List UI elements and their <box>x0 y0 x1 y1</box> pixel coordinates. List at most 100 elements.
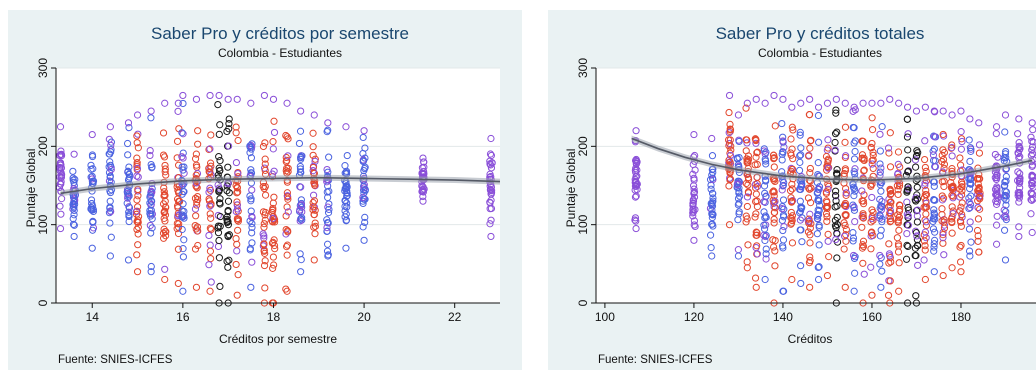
scatter-point <box>902 255 911 263</box>
scatter-point <box>949 183 957 192</box>
scatter-point <box>160 153 169 161</box>
scatter-point <box>930 210 939 218</box>
scatter-point <box>814 111 823 120</box>
scatter-point <box>359 193 367 202</box>
scatter-point <box>858 154 866 163</box>
scatter-point <box>930 195 938 204</box>
scatter-point <box>886 185 894 193</box>
scatter-point <box>930 206 938 214</box>
scatter-point <box>966 115 974 123</box>
scatter-point <box>323 223 331 232</box>
scatter-point <box>233 198 241 206</box>
scatter-point <box>966 218 974 226</box>
scatter-point <box>770 192 778 200</box>
scatter-point <box>770 243 778 251</box>
scatter-point <box>859 99 867 107</box>
scatter-point <box>160 208 168 216</box>
scatter-point <box>125 217 133 226</box>
scatter-point <box>850 254 859 263</box>
scatter-point <box>180 188 188 196</box>
scatter-point <box>753 182 762 191</box>
scatter-point <box>904 203 912 212</box>
scatter-point <box>878 123 886 131</box>
scatter-point <box>134 130 142 138</box>
scatter-point <box>734 252 743 260</box>
scatter-point <box>938 196 947 204</box>
scatter-point <box>342 184 350 193</box>
scatter-point <box>761 155 769 163</box>
scatter-point <box>259 230 267 238</box>
scatter-point <box>814 211 823 219</box>
scatter-point <box>841 199 849 208</box>
scatter-point <box>146 209 154 218</box>
x-axis-label: Créditos <box>788 332 833 346</box>
scatter-point <box>957 128 965 136</box>
scatter-point <box>752 153 760 161</box>
scatter-point <box>770 208 779 217</box>
scatter-point <box>161 265 169 273</box>
scatter-point <box>867 263 875 271</box>
scatter-point <box>207 214 215 222</box>
scatter-point <box>162 228 170 236</box>
scatter-point <box>743 139 751 147</box>
scatter-point <box>771 197 779 205</box>
scatter-point <box>725 182 733 190</box>
scatter-point <box>247 154 256 162</box>
scatter-point <box>248 140 256 148</box>
scatter-point <box>921 163 929 172</box>
scatter-point <box>89 165 97 173</box>
scatter-point <box>179 287 187 295</box>
scatter-point <box>734 201 742 209</box>
scatter-point <box>1015 175 1024 183</box>
scatter-point <box>224 207 232 216</box>
scatter-point <box>815 221 823 230</box>
scatter-point <box>743 215 751 223</box>
scatter-point <box>178 213 187 221</box>
scatter-point <box>132 208 140 216</box>
scatter-point <box>207 131 215 139</box>
scatter-point <box>631 175 639 184</box>
scatter-point <box>868 291 876 299</box>
scatter-point <box>966 203 974 212</box>
scatter-point <box>967 147 975 155</box>
scatter-point <box>690 176 698 184</box>
scatter-point <box>930 133 939 141</box>
scatter-point <box>849 237 857 245</box>
scatter-point <box>956 185 964 193</box>
scatter-point <box>216 212 224 221</box>
scatter-point <box>930 182 938 190</box>
scatter-point <box>160 188 168 196</box>
scatter-point <box>284 208 292 216</box>
scatter-point <box>191 155 200 163</box>
scatter-point <box>886 206 894 215</box>
scatter-point <box>690 130 698 139</box>
scatter-point <box>284 195 292 203</box>
scatter-point <box>180 236 188 244</box>
scatter-point <box>179 91 187 100</box>
scatter-point <box>260 247 268 255</box>
scatter-point <box>324 119 332 127</box>
scatter-point <box>248 258 256 266</box>
scatter-point <box>760 145 768 153</box>
scatter-point <box>261 257 269 265</box>
scatter-point <box>261 139 269 147</box>
scatter-point <box>806 210 814 218</box>
scatter-point <box>868 126 877 134</box>
scatter-point <box>912 194 920 202</box>
scatter-point <box>948 111 956 119</box>
scatter-point <box>991 174 999 182</box>
scatter-point <box>976 189 984 197</box>
scatter-point <box>70 232 78 241</box>
scatter-point <box>895 201 904 209</box>
scatter-point <box>133 160 141 169</box>
scatter-point <box>832 235 840 244</box>
scatter-point <box>914 149 922 157</box>
scatter-point <box>88 177 97 186</box>
scatter-point <box>831 146 839 154</box>
scatter-point <box>207 162 215 170</box>
scatter-point <box>360 189 368 197</box>
scatter-point <box>173 195 182 203</box>
scatter-point <box>904 146 912 154</box>
scatter-point <box>487 216 495 224</box>
scatter-point <box>921 155 929 164</box>
